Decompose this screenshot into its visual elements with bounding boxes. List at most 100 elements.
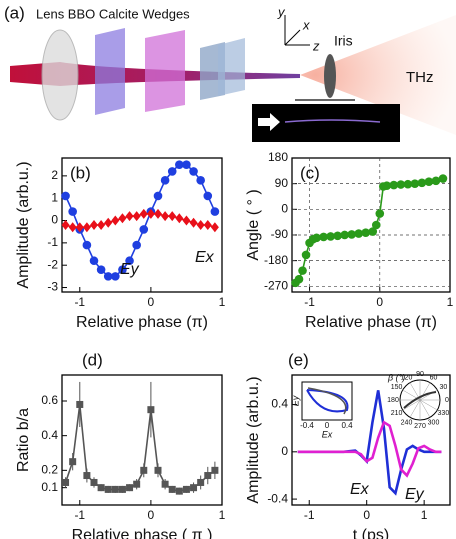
polar-label: 60 <box>430 374 438 381</box>
x-tick-label: 0 <box>376 295 383 309</box>
y-tick-label: -3 <box>47 280 58 294</box>
marker <box>82 240 92 250</box>
marker <box>326 232 335 241</box>
illustration: (a) Lens BBO Calcite Wedges y x z Iris T… <box>4 3 456 142</box>
marker <box>132 211 141 222</box>
panel: 0.1 0.2 0.4 0.6 -1 0 1 Relative phase ( π ) Rati… <box>15 350 225 539</box>
marker <box>340 230 349 240</box>
marker <box>139 208 148 219</box>
series-label: Ex <box>350 481 370 498</box>
marker <box>361 228 371 237</box>
y-tick-label: 0 <box>281 201 288 215</box>
panel-label: (d) <box>82 350 103 369</box>
marker <box>161 480 169 488</box>
polar-spoke <box>409 399 421 418</box>
marker <box>125 256 134 266</box>
y-tick-label: -270 <box>264 278 288 292</box>
y-tick-label: -2 <box>47 257 58 271</box>
polar-label: 210 <box>391 410 403 417</box>
inset-tick-label: 0 <box>325 421 330 430</box>
polar-label: 180 <box>387 397 399 404</box>
polar-title: β (°) <box>387 372 405 382</box>
marker <box>210 207 220 216</box>
y-tick-label: 0.6 <box>41 393 58 407</box>
inset-loop <box>307 387 347 415</box>
x-tick-label: 1 <box>219 295 226 309</box>
x-tick-label: -1 <box>74 508 85 522</box>
y-tick-label: 180 <box>268 150 288 164</box>
marker <box>83 472 91 480</box>
polar-label: 90 <box>416 371 424 378</box>
plot-frame <box>61 374 223 506</box>
axis-x <box>284 29 301 46</box>
data-line <box>64 163 216 278</box>
marker <box>203 220 212 230</box>
inset-tick-label: -0.4 <box>300 421 314 430</box>
plot-frame <box>291 374 451 506</box>
marker <box>111 215 120 226</box>
marker <box>196 220 205 230</box>
x-axis-label: Relative phase (π) <box>305 314 437 331</box>
marker <box>396 180 406 189</box>
y-tick-label: -90 <box>271 227 289 241</box>
panel: -270 -180 -90 0 90 180 -1 0 1 Relative phase (π) A… <box>245 150 453 331</box>
polar-label: 0 <box>445 397 449 404</box>
polar-spoke <box>402 399 421 411</box>
data-line <box>64 404 216 492</box>
marker <box>154 208 162 219</box>
marker <box>182 215 191 226</box>
marker <box>189 217 198 228</box>
y-tick-label: 2 <box>51 168 58 182</box>
marker <box>140 466 148 474</box>
marker <box>354 229 364 238</box>
marker <box>375 209 385 218</box>
axis-label: z <box>312 38 320 53</box>
lens <box>41 29 79 121</box>
y-tick-label: -0.4 <box>267 491 288 505</box>
marker <box>104 217 113 228</box>
x-tick-label: 0 <box>148 508 155 522</box>
y-tick-label: 0 <box>281 444 288 458</box>
panel-label: (a) <box>4 3 25 22</box>
marker <box>76 400 84 408</box>
thz-cone <box>300 15 456 135</box>
iris <box>324 54 336 98</box>
data-line <box>297 420 442 478</box>
marker <box>438 174 448 183</box>
panel: -3 -2 -1 0 1 2 -1 0 1 Relative phase (π) Amplitude… <box>15 157 226 331</box>
marker <box>154 466 162 474</box>
marker <box>347 230 356 239</box>
marker <box>168 485 176 493</box>
marker <box>175 160 184 169</box>
x-tick-label: 1 <box>421 508 428 522</box>
trace <box>284 119 381 123</box>
polar-label: 30 <box>439 384 447 391</box>
white-arrow <box>258 113 280 131</box>
marker <box>211 466 219 474</box>
marker <box>132 240 141 250</box>
marker <box>301 250 311 260</box>
marker <box>312 233 321 243</box>
polar-spoke <box>419 399 438 411</box>
x-axis-label: Relative phase (π) <box>76 314 208 331</box>
marker <box>196 176 205 185</box>
data-line <box>65 213 216 229</box>
polar-label: 120 <box>401 374 413 381</box>
y-tick-label: 90 <box>275 176 289 190</box>
y-axis-label: Ratio b/a <box>15 408 32 472</box>
x-tick-label: -1 <box>304 295 315 309</box>
y-axis-label: Amplitude (arb.u.) <box>15 161 32 288</box>
x-tick-label: 0 <box>148 295 155 309</box>
optics-label: Lens BBO Calcite Wedges <box>36 6 190 21</box>
y-tick-label: 0 <box>51 213 58 227</box>
polar-label: 150 <box>391 384 403 391</box>
iris-label: Iris <box>334 33 353 49</box>
y-tick-label: 1 <box>51 190 58 204</box>
marker <box>90 478 98 486</box>
marker <box>118 265 127 274</box>
marker <box>203 191 213 201</box>
y-tick-label: -180 <box>264 253 288 267</box>
x-axis-label: Relative phase ( π ) <box>72 527 213 539</box>
marker <box>175 487 183 495</box>
marker <box>125 211 134 222</box>
